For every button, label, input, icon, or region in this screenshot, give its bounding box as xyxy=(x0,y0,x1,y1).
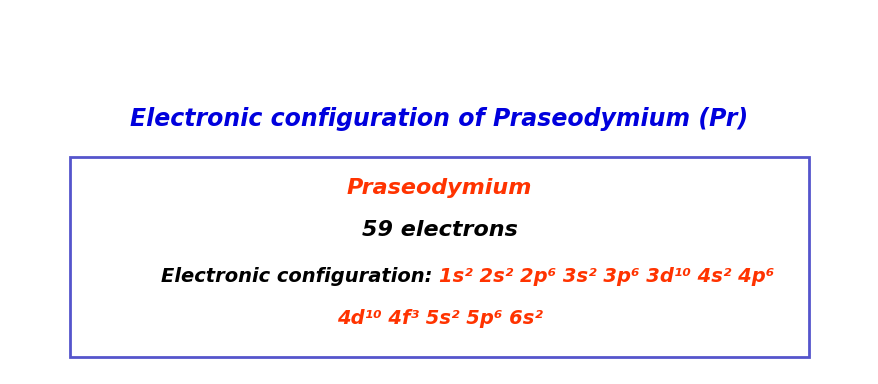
Text: 59 electrons: 59 electrons xyxy=(361,220,517,240)
Text: 4d¹⁰ 4f³ 5s² 5p⁶ 6s²: 4d¹⁰ 4f³ 5s² 5p⁶ 6s² xyxy=(336,309,542,328)
Text: 1s² 2s² 2p⁶ 3s² 3p⁶ 3d¹⁰ 4s² 4p⁶: 1s² 2s² 2p⁶ 3s² 3p⁶ 3d¹⁰ 4s² 4p⁶ xyxy=(439,267,774,286)
Bar xyxy=(70,157,808,357)
Text: Praseodymium: Praseodymium xyxy=(347,178,531,198)
Text: Electronic configuration of Praseodymium (Pr): Electronic configuration of Praseodymium… xyxy=(130,107,748,131)
Text: Electronic configuration:: Electronic configuration: xyxy=(162,267,439,286)
